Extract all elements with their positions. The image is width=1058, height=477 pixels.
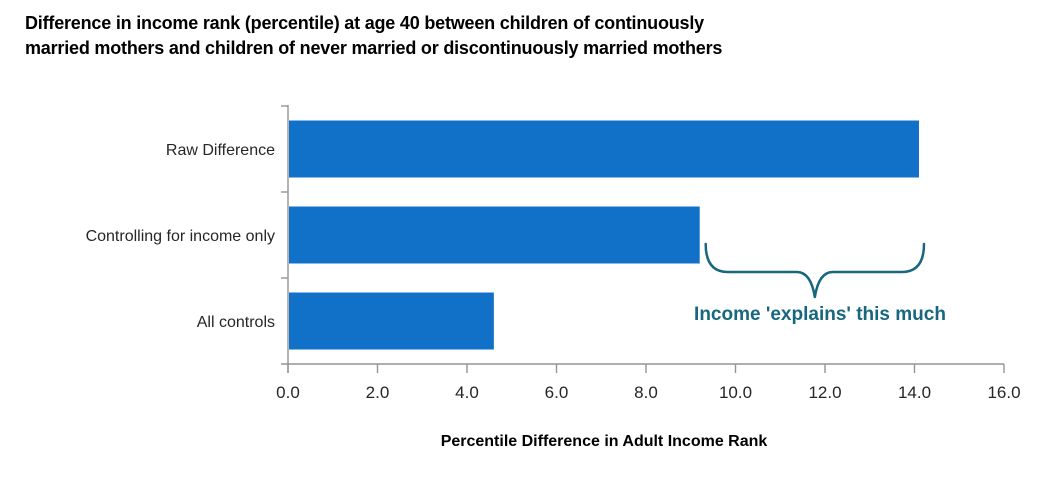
brace-icon	[704, 242, 926, 299]
bar	[289, 292, 494, 350]
ticks-group	[281, 105, 1005, 373]
x-tick-label: 12.0	[808, 383, 841, 402]
x-tick-label: 10.0	[719, 383, 752, 402]
chart-title-line2: married mothers and children of never ma…	[25, 38, 723, 58]
bar	[289, 206, 700, 264]
axes-group	[281, 105, 1004, 373]
bar	[289, 120, 919, 178]
x-tick-label: 14.0	[898, 383, 931, 402]
bars-group	[289, 120, 919, 350]
chart-title: Difference in income rank (percentile) a…	[25, 11, 722, 61]
category-labels-group: Raw Difference Controlling for income onl…	[86, 142, 276, 331]
chart-title-line1: Difference in income rank (percentile) a…	[25, 13, 704, 33]
annotation-text: Income 'explains' this much	[694, 304, 946, 325]
x-tick-label: 16.0	[987, 383, 1020, 402]
x-tick-label: 6.0	[545, 383, 569, 402]
category-label: Controlling for income only	[86, 228, 275, 245]
category-label: All controls	[197, 314, 275, 331]
tick-labels-group: 0.0 2.0 4.0 6.0 8.0 10.0 12.0 14.0 16.0	[276, 383, 1020, 402]
x-axis-label: Percentile Difference in Adult Income Ra…	[441, 433, 768, 450]
x-tick-label: 4.0	[455, 383, 479, 402]
x-tick-label: 8.0	[634, 383, 658, 402]
x-tick-label: 0.0	[276, 383, 300, 402]
category-label: Raw Difference	[166, 142, 275, 159]
x-tick-label: 2.0	[366, 383, 390, 402]
